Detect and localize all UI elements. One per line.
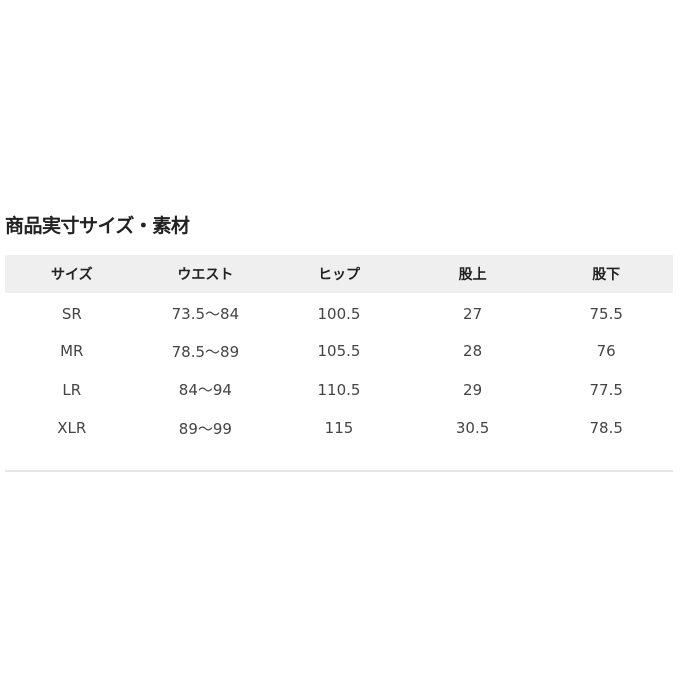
cell-inseam: 76 [596, 342, 616, 361]
divider [5, 470, 673, 472]
cell-waist: 78.5～89 [171, 342, 240, 361]
size-table: サイズ ウエスト ヒップ 股上 股下 SR 73.5～84 100.5 27 75.5 M… [5, 255, 673, 448]
header-waist: ウエスト [177, 267, 234, 283]
cell-rise: 27 [463, 304, 483, 323]
section-title: 商品実寸サイズ・素材 [5, 215, 190, 237]
table-row: SR 73.5～84 100.5 27 75.5 [5, 293, 673, 332]
cell-waist: 89～99 [178, 419, 232, 438]
header-inseam: 股下 [592, 267, 621, 283]
table-row: MR 78.5～89 105.5 28 76 [5, 332, 673, 371]
header-hip: ヒップ [317, 267, 360, 283]
cell-waist: 84～94 [178, 381, 232, 400]
header-rise: 股上 [458, 267, 487, 283]
cell-inseam: 77.5 [589, 380, 623, 399]
cell-hip: 115 [324, 419, 354, 438]
cell-inseam: 78.5 [589, 419, 623, 438]
cell-hip: 110.5 [317, 380, 361, 399]
header-size: サイズ [51, 267, 93, 283]
cell-inseam: 75.5 [589, 304, 623, 323]
cell-size: SR [61, 304, 82, 323]
cell-hip: 105.5 [317, 342, 361, 361]
cell-rise: 30.5 [455, 419, 490, 438]
cell-hip: 100.5 [317, 304, 361, 323]
cell-size: MR [60, 342, 84, 361]
table-header-row: サイズ ウエスト ヒップ 股上 股下 [5, 255, 673, 293]
table-row: LR 84～94 110.5 29 77.5 [5, 370, 673, 409]
cell-waist: 73.5～84 [171, 305, 240, 324]
cell-rise: 29 [463, 380, 483, 399]
table-row: XLR 89～99 115 30.5 78.5 [5, 409, 673, 448]
cell-size: LR [62, 380, 82, 399]
cell-rise: 28 [463, 342, 483, 361]
cell-size: XLR [57, 419, 87, 438]
